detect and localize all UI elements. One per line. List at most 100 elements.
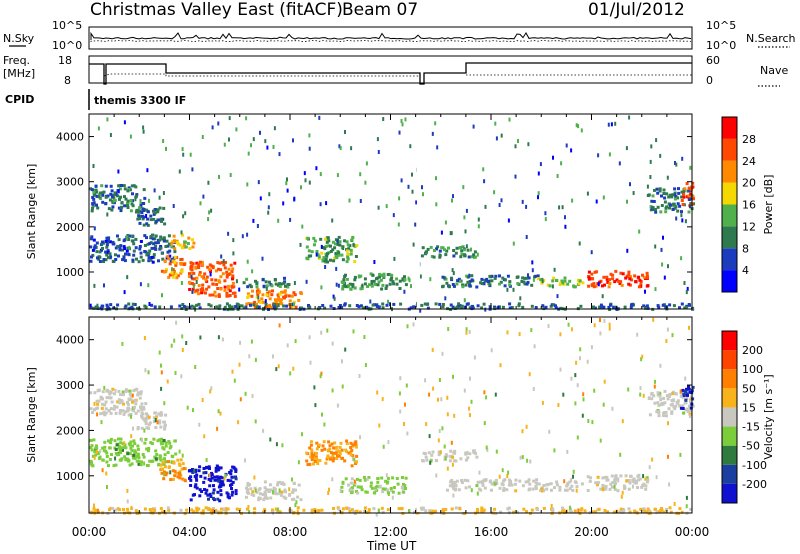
power-echo-cell xyxy=(230,284,234,288)
velocity-echo-cell xyxy=(94,508,98,512)
velocity-sparse-echo xyxy=(143,461,146,466)
power-sparse-echo xyxy=(663,275,666,280)
velocity-echo-cell xyxy=(672,398,676,402)
power-sparse-echo xyxy=(468,273,471,278)
power-sparse-echo xyxy=(264,299,267,304)
power-echo-cell xyxy=(207,285,211,289)
velocity-echo-cell xyxy=(203,476,207,480)
velocity-echo-cell xyxy=(643,509,647,513)
velocity-echo-cell xyxy=(355,477,359,481)
power-sparse-echo xyxy=(519,296,522,301)
power-echo-cell xyxy=(600,284,604,288)
velocity-sparse-echo xyxy=(485,395,488,400)
power-echo-cell xyxy=(536,274,540,278)
velocity-echo-cell xyxy=(145,412,148,416)
power-echo-cell xyxy=(306,236,310,240)
power-echo-cell xyxy=(138,247,142,251)
velocity-echo-cell xyxy=(94,448,97,452)
velocity-sparse-echo xyxy=(599,331,602,336)
power-echo-cell xyxy=(363,277,367,281)
power-echo-cell xyxy=(390,273,394,277)
velocity-sparse-echo xyxy=(93,455,96,460)
velocity-echo-cell xyxy=(637,478,640,482)
power-echo-cell xyxy=(273,298,277,302)
power-echo-cell xyxy=(176,274,180,278)
xtick-label: 00:00 xyxy=(675,525,710,539)
velocity-echo-cell xyxy=(644,487,648,491)
velocity-echo-cell xyxy=(316,462,320,465)
velocity-echo-cell xyxy=(117,446,121,450)
velocity-echo-cell xyxy=(171,455,175,459)
velocity-echo-cell xyxy=(118,401,122,405)
power-echo-cell xyxy=(443,248,446,252)
power-sparse-echo xyxy=(484,307,487,312)
velocity-sparse-echo xyxy=(591,420,594,425)
power-echo-cell xyxy=(97,195,101,199)
velocity-sparse-echo xyxy=(351,456,354,461)
power-echo-cell xyxy=(438,249,442,253)
power-echo-cell xyxy=(94,188,98,192)
velocity-echo-cell xyxy=(493,482,497,486)
velocity-echo-cell xyxy=(226,507,230,511)
velocity-echo-cell xyxy=(351,489,355,493)
velocity-echo-cell xyxy=(121,442,125,446)
power-data-gap xyxy=(416,115,420,308)
power-echo-cell xyxy=(627,282,631,286)
power-echo-cell xyxy=(421,246,425,250)
power-sparse-echo xyxy=(171,267,173,272)
power-echo-cell xyxy=(95,203,98,207)
power-echo-cell xyxy=(126,204,129,208)
velocity-echo-cell xyxy=(660,403,664,407)
velocity-echo-cell xyxy=(124,446,128,450)
velocity-echo-cell xyxy=(292,488,295,492)
power-sparse-echo xyxy=(553,267,556,272)
power-echo-cell xyxy=(173,255,177,259)
power-echo-cell xyxy=(271,289,274,293)
velocity-colorbar-tick: -50 xyxy=(742,440,760,453)
xtick-label: 08:00 xyxy=(273,525,308,539)
power-echo-cell xyxy=(371,303,375,307)
power-sparse-echo xyxy=(128,245,131,250)
power-echo-cell xyxy=(109,240,112,244)
velocity-colorbar-tick: 200 xyxy=(742,344,763,357)
power-echo-cell xyxy=(146,223,150,227)
power-echo-cell xyxy=(257,299,261,303)
velocity-sparse-echo xyxy=(494,392,497,397)
power-echo-cell xyxy=(191,238,194,242)
velocity-echo-cell xyxy=(157,462,161,466)
power-echo-cell xyxy=(661,303,665,307)
velocity-echo-cell xyxy=(608,487,612,491)
power-sparse-echo xyxy=(482,167,485,172)
power-echo-cell xyxy=(130,239,134,243)
power-echo-cell xyxy=(111,205,115,209)
velocity-echo-cell xyxy=(665,414,668,418)
velocity-colorbar-segment xyxy=(722,369,737,389)
velocity-echo-cell xyxy=(158,421,162,425)
power-echo-cell xyxy=(590,284,594,288)
velocity-echo-cell xyxy=(622,508,626,512)
power-echo-cell xyxy=(587,277,591,281)
velocity-echo-cell xyxy=(354,445,358,449)
power-echo-cell xyxy=(603,283,606,287)
power-colorbar-tick: 12 xyxy=(742,220,756,233)
power-echo-cell xyxy=(249,303,252,307)
velocity-echo-cell xyxy=(109,407,113,411)
power-echo-cell xyxy=(116,244,120,248)
power-echo-cell xyxy=(691,306,695,310)
power-echo-cell xyxy=(670,195,674,199)
power-echo-cell xyxy=(110,208,114,212)
power-echo-cell xyxy=(333,256,337,260)
power-sparse-echo xyxy=(498,203,501,207)
velocity-echo-cell xyxy=(128,452,132,456)
power-echo-cell xyxy=(219,287,223,291)
velocity-echo-cell xyxy=(140,411,144,415)
velocity-echo-cell xyxy=(648,413,652,417)
power-sparse-echo xyxy=(564,215,566,220)
power-echo-cell xyxy=(229,263,233,267)
power-echo-cell xyxy=(372,279,376,283)
power-echo-cell xyxy=(257,305,261,309)
velocity-echo-cell xyxy=(312,457,316,461)
power-echo-cell xyxy=(445,249,449,253)
beam-label: Beam 07 xyxy=(342,0,418,20)
power-echo-cell xyxy=(447,246,450,250)
